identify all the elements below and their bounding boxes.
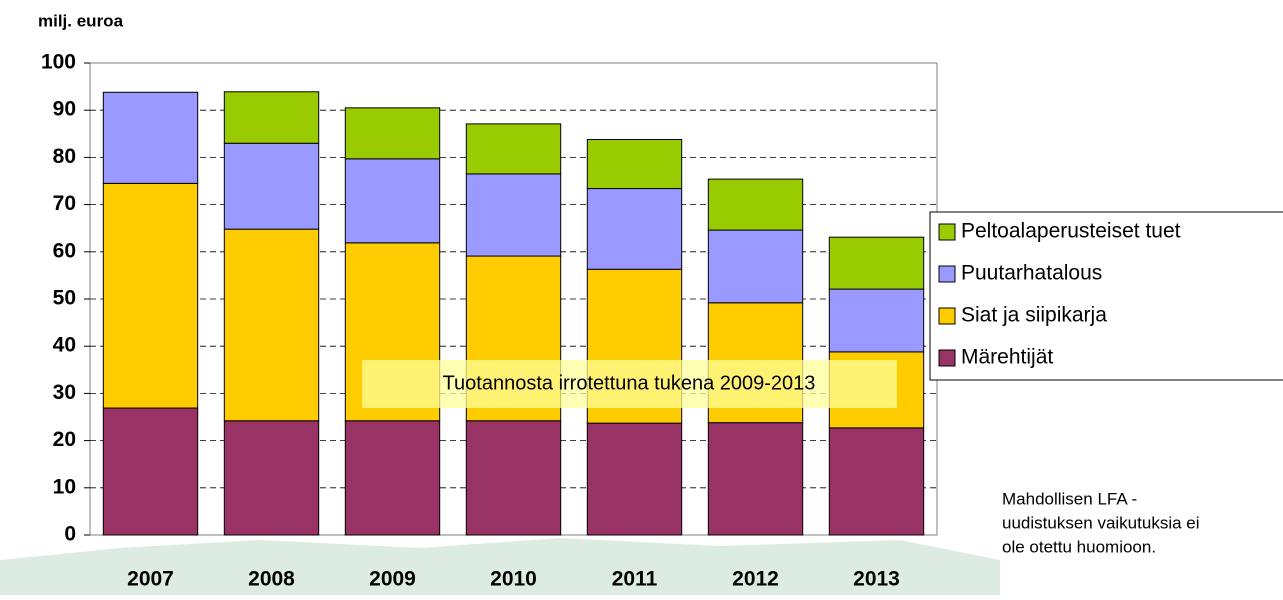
bar-segment: [224, 421, 318, 535]
x-tick-label: 2007: [127, 568, 174, 591]
bar-segment: [829, 289, 923, 352]
bar-segment: [708, 423, 802, 535]
x-tick-label: 2010: [490, 568, 537, 591]
bar-segment: [466, 174, 560, 256]
bar-segment: [708, 230, 802, 303]
x-tick-label: 2011: [612, 568, 658, 591]
legend-label: Märehtijät: [961, 346, 1053, 369]
legend-label: Puutarhatalous: [961, 262, 1102, 285]
bar-segment: [829, 237, 923, 289]
chart: milj. euroa 0 10 20 30 40 50 60 70 80 90 100 2007 2…: [0, 0, 1283, 595]
y-tick-label: 20: [53, 428, 76, 451]
y-tick-label: 60: [53, 239, 76, 262]
legend-swatch: [939, 350, 955, 366]
bar-segment: [587, 189, 681, 270]
x-tick-label: 2013: [853, 568, 900, 591]
legend-label: Peltoalaperusteiset tuet: [961, 220, 1181, 243]
bar-segment: [345, 421, 439, 535]
y-tick-label: 80: [53, 145, 76, 168]
y-tick-label: 10: [53, 475, 76, 498]
bar-segment: [224, 229, 318, 421]
bar-segment: [224, 143, 318, 229]
y-tick-label: 70: [53, 192, 76, 215]
y-tick-label: 100: [41, 51, 76, 74]
x-tick-label: 2009: [369, 568, 416, 591]
legend-swatch: [939, 224, 955, 240]
bar-segment: [829, 428, 923, 535]
x-tick-label: 2008: [248, 568, 295, 591]
y-tick-label: 0: [64, 523, 76, 546]
bar-segment: [224, 92, 318, 143]
y-axis-label: milj. euroa: [38, 11, 124, 30]
bar-segment: [103, 92, 197, 183]
bar-segment: [345, 108, 439, 159]
bar-segment: [587, 423, 681, 535]
note: ole otettu huomioon.: [1002, 537, 1156, 556]
bar-segment: [587, 139, 681, 188]
y-tick-label: 90: [53, 98, 76, 121]
annotation: Tuotannosta irrotettuna tukena 2009-2013: [443, 372, 816, 394]
bar-segment: [708, 179, 802, 230]
note: uudistuksen vaikutuksia ei: [1002, 513, 1200, 532]
legend-swatch: [939, 266, 955, 282]
bar-segment: [466, 421, 560, 535]
x-tick-label: 2012: [732, 568, 779, 591]
bar-segment: [466, 124, 560, 174]
legend-swatch: [939, 308, 955, 324]
bar-segment: [345, 159, 439, 243]
legend-label: Siat ja siipikarja: [961, 304, 1107, 327]
bar-segment: [103, 408, 197, 535]
y-tick-label: 30: [53, 381, 76, 404]
y-tick-label: 50: [53, 287, 76, 310]
bar-segment: [103, 183, 197, 408]
note: Mahdollisen LFA -: [1002, 489, 1137, 508]
y-tick-label: 40: [53, 334, 76, 357]
